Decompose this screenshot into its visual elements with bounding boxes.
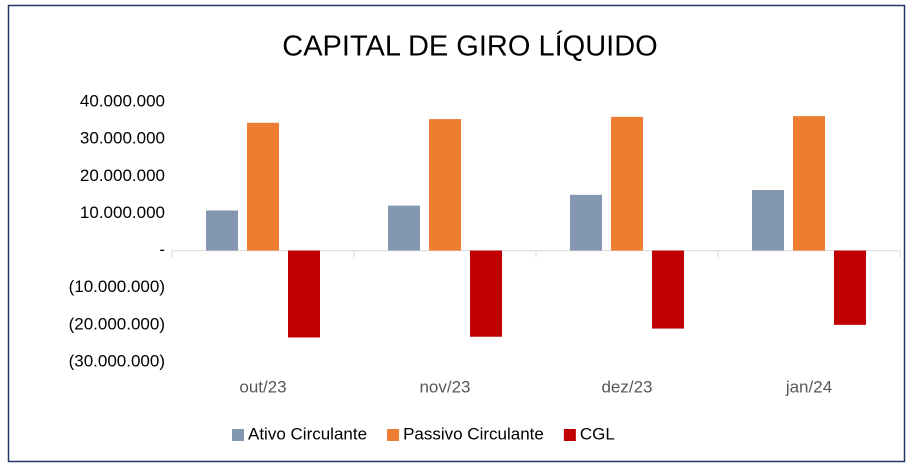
legend-label: CGL: [580, 424, 615, 443]
chart-title: CAPITAL DE GIRO LÍQUIDO: [282, 30, 657, 63]
legend-swatch: [232, 429, 244, 441]
legend-label: Passivo Circulante: [403, 424, 544, 443]
bar: [834, 250, 866, 325]
y-tick-label: 40.000.000: [80, 91, 165, 110]
y-tick-label: (30.000.000): [69, 351, 165, 370]
bar: [470, 250, 502, 337]
x-tick-label: out/23: [239, 377, 286, 396]
y-tick-label: 10.000.000: [80, 203, 165, 222]
y-tick-label: 20.000.000: [80, 166, 165, 185]
bar: [429, 119, 461, 251]
y-tick-label: (20.000.000): [69, 314, 165, 333]
bar: [388, 205, 420, 251]
legend-swatch: [387, 429, 400, 441]
y-tick-label: 30.000.000: [80, 129, 165, 148]
y-tick-label: -: [159, 240, 165, 259]
legend-label: Ativo Circulante: [248, 424, 367, 443]
y-tick-label: (10.000.000): [69, 277, 165, 296]
bar: [611, 116, 643, 251]
bar: [247, 122, 279, 251]
x-tick-label: jan/24: [785, 377, 832, 396]
legend-swatch: [563, 429, 576, 441]
bar: [206, 210, 238, 251]
x-tick-label: dez/23: [601, 377, 652, 396]
bar: [752, 190, 784, 251]
bar: [288, 250, 320, 338]
bar: [652, 250, 684, 329]
bar: [570, 194, 602, 251]
x-tick-label: nov/23: [419, 377, 470, 396]
bar: [793, 116, 825, 251]
